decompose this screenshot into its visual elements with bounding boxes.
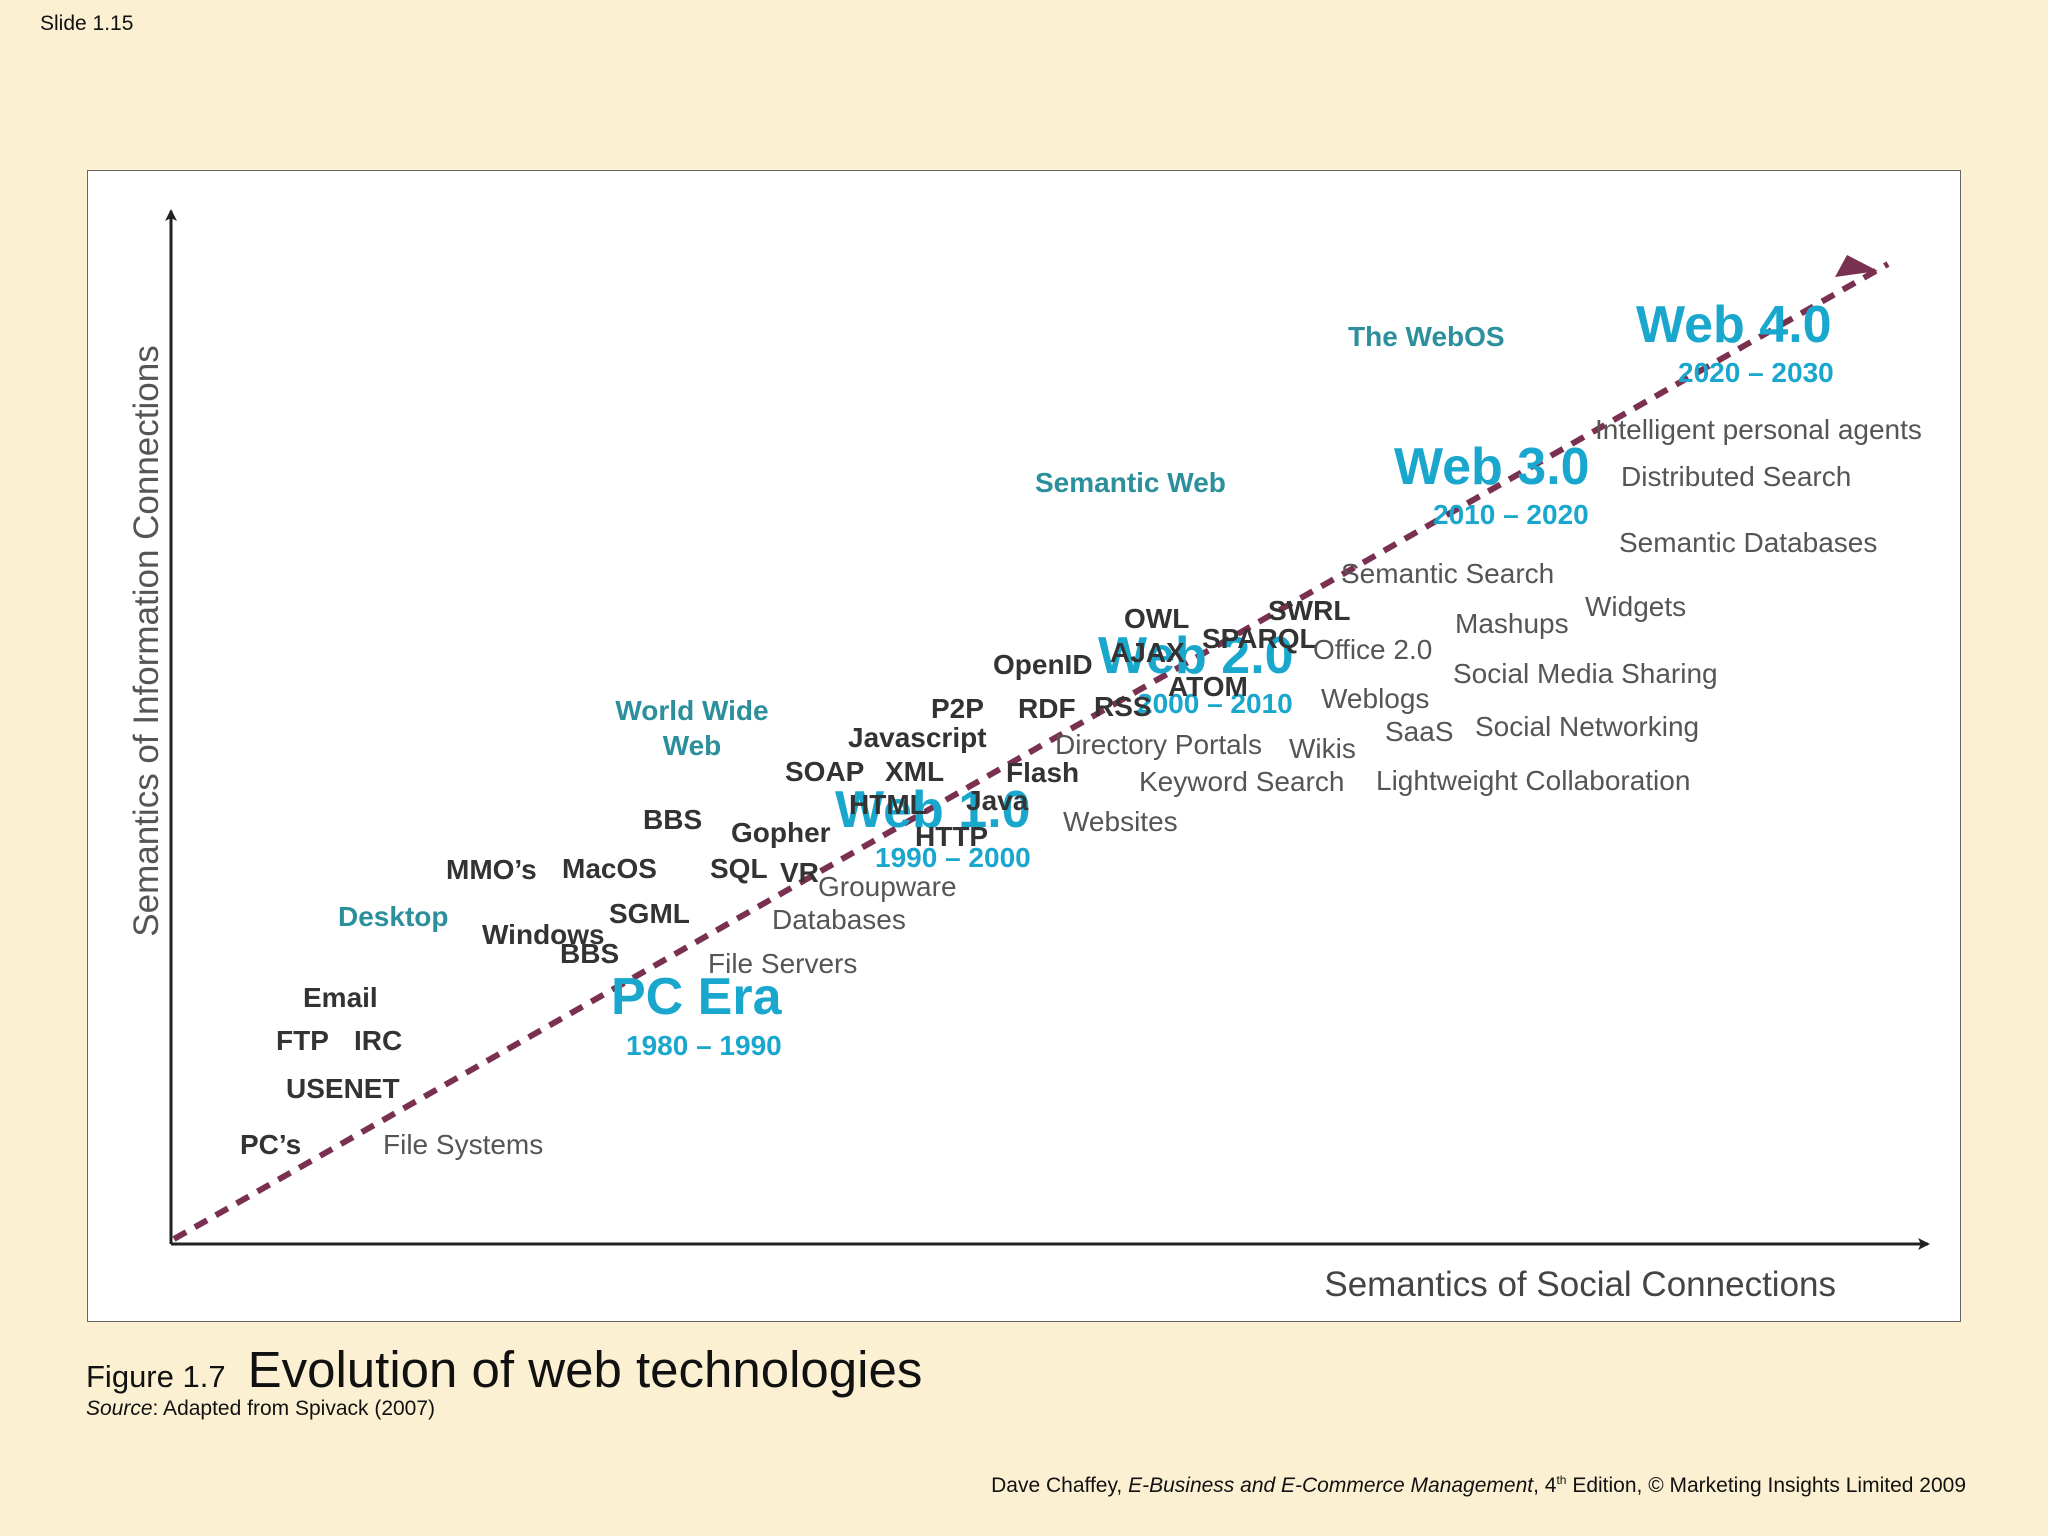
web-2-0-era-years: 2000 – 2010 [1137,688,1293,719]
web-3-0-era-years: 2010 – 2020 [1433,499,1589,530]
credit-edition: , 4 [1533,1474,1557,1497]
tech-irc-2: IRC [354,1025,402,1056]
app-websites: Websites [1063,806,1178,837]
app-saas: SaaS [1385,716,1454,747]
tech-usenet-3: USENET [286,1073,400,1104]
tech-email-0: Email [303,982,378,1013]
tech-swrl-29: SWRL [1268,595,1350,626]
credit-author: Dave Chaffey, [991,1474,1129,1497]
tech-html-16: HTML [849,789,927,820]
evolution-trend-arrow [172,261,1890,1242]
y-axis-label: Semantics of Information Connections [127,345,166,936]
tech-ftp-1: FTP [276,1025,329,1056]
tech-atom-27: ATOM [1168,671,1248,702]
app-file-servers: File Servers [708,948,857,979]
category-world-wide-web-line-1: World Wide [615,695,768,726]
tech-sql-12: SQL [710,853,768,884]
tech-xml-15: XML [885,756,944,787]
copyright-credit: Dave Chaffey, E-Business and E-Commerce … [991,1473,1966,1498]
tech-rdf-21: RDF [1018,693,1076,724]
tech-rss-23: RSS [1094,691,1152,722]
tech-gopher-11: Gopher [731,817,831,848]
app-social-networking: Social Networking [1475,711,1699,742]
figure-source: Source: Adapted from Spivack (2007) [86,1397,435,1421]
tech-sparql-28: SPARQL [1202,623,1317,654]
app-lightweight-collaboration: Lightweight Collaboration [1376,765,1690,796]
tech-vr-13: VR [780,857,819,888]
tech-owl-26: OWL [1124,603,1189,634]
tech-java-18: Java [966,785,1029,816]
credit-book: E-Business and E-Commerce Management [1128,1474,1534,1497]
source-label: Source [86,1397,153,1420]
app-keyword-search: Keyword Search [1139,766,1344,797]
web-evolution-diagram: Semantics of Information Connections Sem… [127,209,1930,1304]
app-office-2-0: Office 2.0 [1313,634,1432,665]
figure-number: Figure 1.7 [86,1359,226,1394]
app-social-media-sharing: Social Media Sharing [1453,658,1718,689]
web-1-0-era-title: Web 1.0 [835,781,1031,839]
tech-macos-6: MacOS [562,853,657,884]
app-widgets: Widgets [1585,591,1686,622]
slide-number: Slide 1.15 [40,12,134,35]
category-semantic-web: Semantic Web [1035,467,1226,498]
tech-p2p-20: P2P [931,693,984,724]
credit-edition-sup: th [1556,1473,1567,1487]
pc-era-era-years: 1980 – 1990 [626,1030,782,1061]
tech-pc-s-4: PC’s [240,1129,301,1160]
app-directory-portals: Directory Portals [1055,729,1262,760]
tech-ajax-25: AJAX [1110,637,1185,668]
web-3-0-era-title: Web 3.0 [1394,438,1590,496]
tech-flash-22: Flash [1006,757,1079,788]
web-4-0-era-title: Web 4.0 [1636,296,1832,354]
tech-javascript-19: Javascript [848,722,987,753]
category-the-webos: The WebOS [1348,321,1505,352]
category-world-wide-web-line-2: Web [663,730,722,761]
app-groupware: Groupware [818,871,957,902]
pc-era-era-title: PC Era [611,968,783,1026]
app-mashups: Mashups [1455,608,1569,639]
app-databases: Databases [772,904,906,935]
app-semantic-search: Semantic Search [1341,558,1554,589]
app-wikis: Wikis [1289,733,1356,764]
app-intelligent-personal-agents: Intelligent personal agents [1595,414,1922,445]
figure-title: Evolution of web technologies [247,1341,923,1398]
app-weblogs: Weblogs [1321,683,1429,714]
web-1-0-era-years: 1990 – 2000 [875,842,1031,873]
tech-sgml-7: SGML [609,898,690,929]
tech-bbs-9: BBS [560,938,619,969]
app-semantic-databases: Semantic Databases [1619,527,1877,558]
tech-mmo-s-5: MMO’s [446,854,537,885]
evolution-arrow-head [1835,255,1878,277]
web-2-0-era-title: Web 2.0 [1098,627,1294,685]
tech-http-17: HTTP [915,821,988,852]
web-4-0-era-years: 2020 – 2030 [1678,357,1834,388]
category-desktop: Desktop [338,901,448,932]
app-file-systems: File Systems [383,1129,543,1160]
tech-openid-24: OpenID [993,649,1093,680]
source-text: : Adapted from Spivack (2007) [152,1397,436,1420]
tech-windows-8: Windows [482,919,605,950]
figure-caption: Figure 1.7 Evolution of web technologies [86,1340,922,1399]
x-axis-label: Semantics of Social Connections [1324,1265,1836,1304]
app-distributed-search: Distributed Search [1621,461,1851,492]
diagram-frame: Semantics of Information Connections Sem… [87,170,1961,1322]
tech-bbs-10: BBS [643,804,702,835]
credit-rest: Edition, © Marketing Insights Limited 20… [1566,1474,1966,1497]
tech-soap-14: SOAP [785,756,864,787]
